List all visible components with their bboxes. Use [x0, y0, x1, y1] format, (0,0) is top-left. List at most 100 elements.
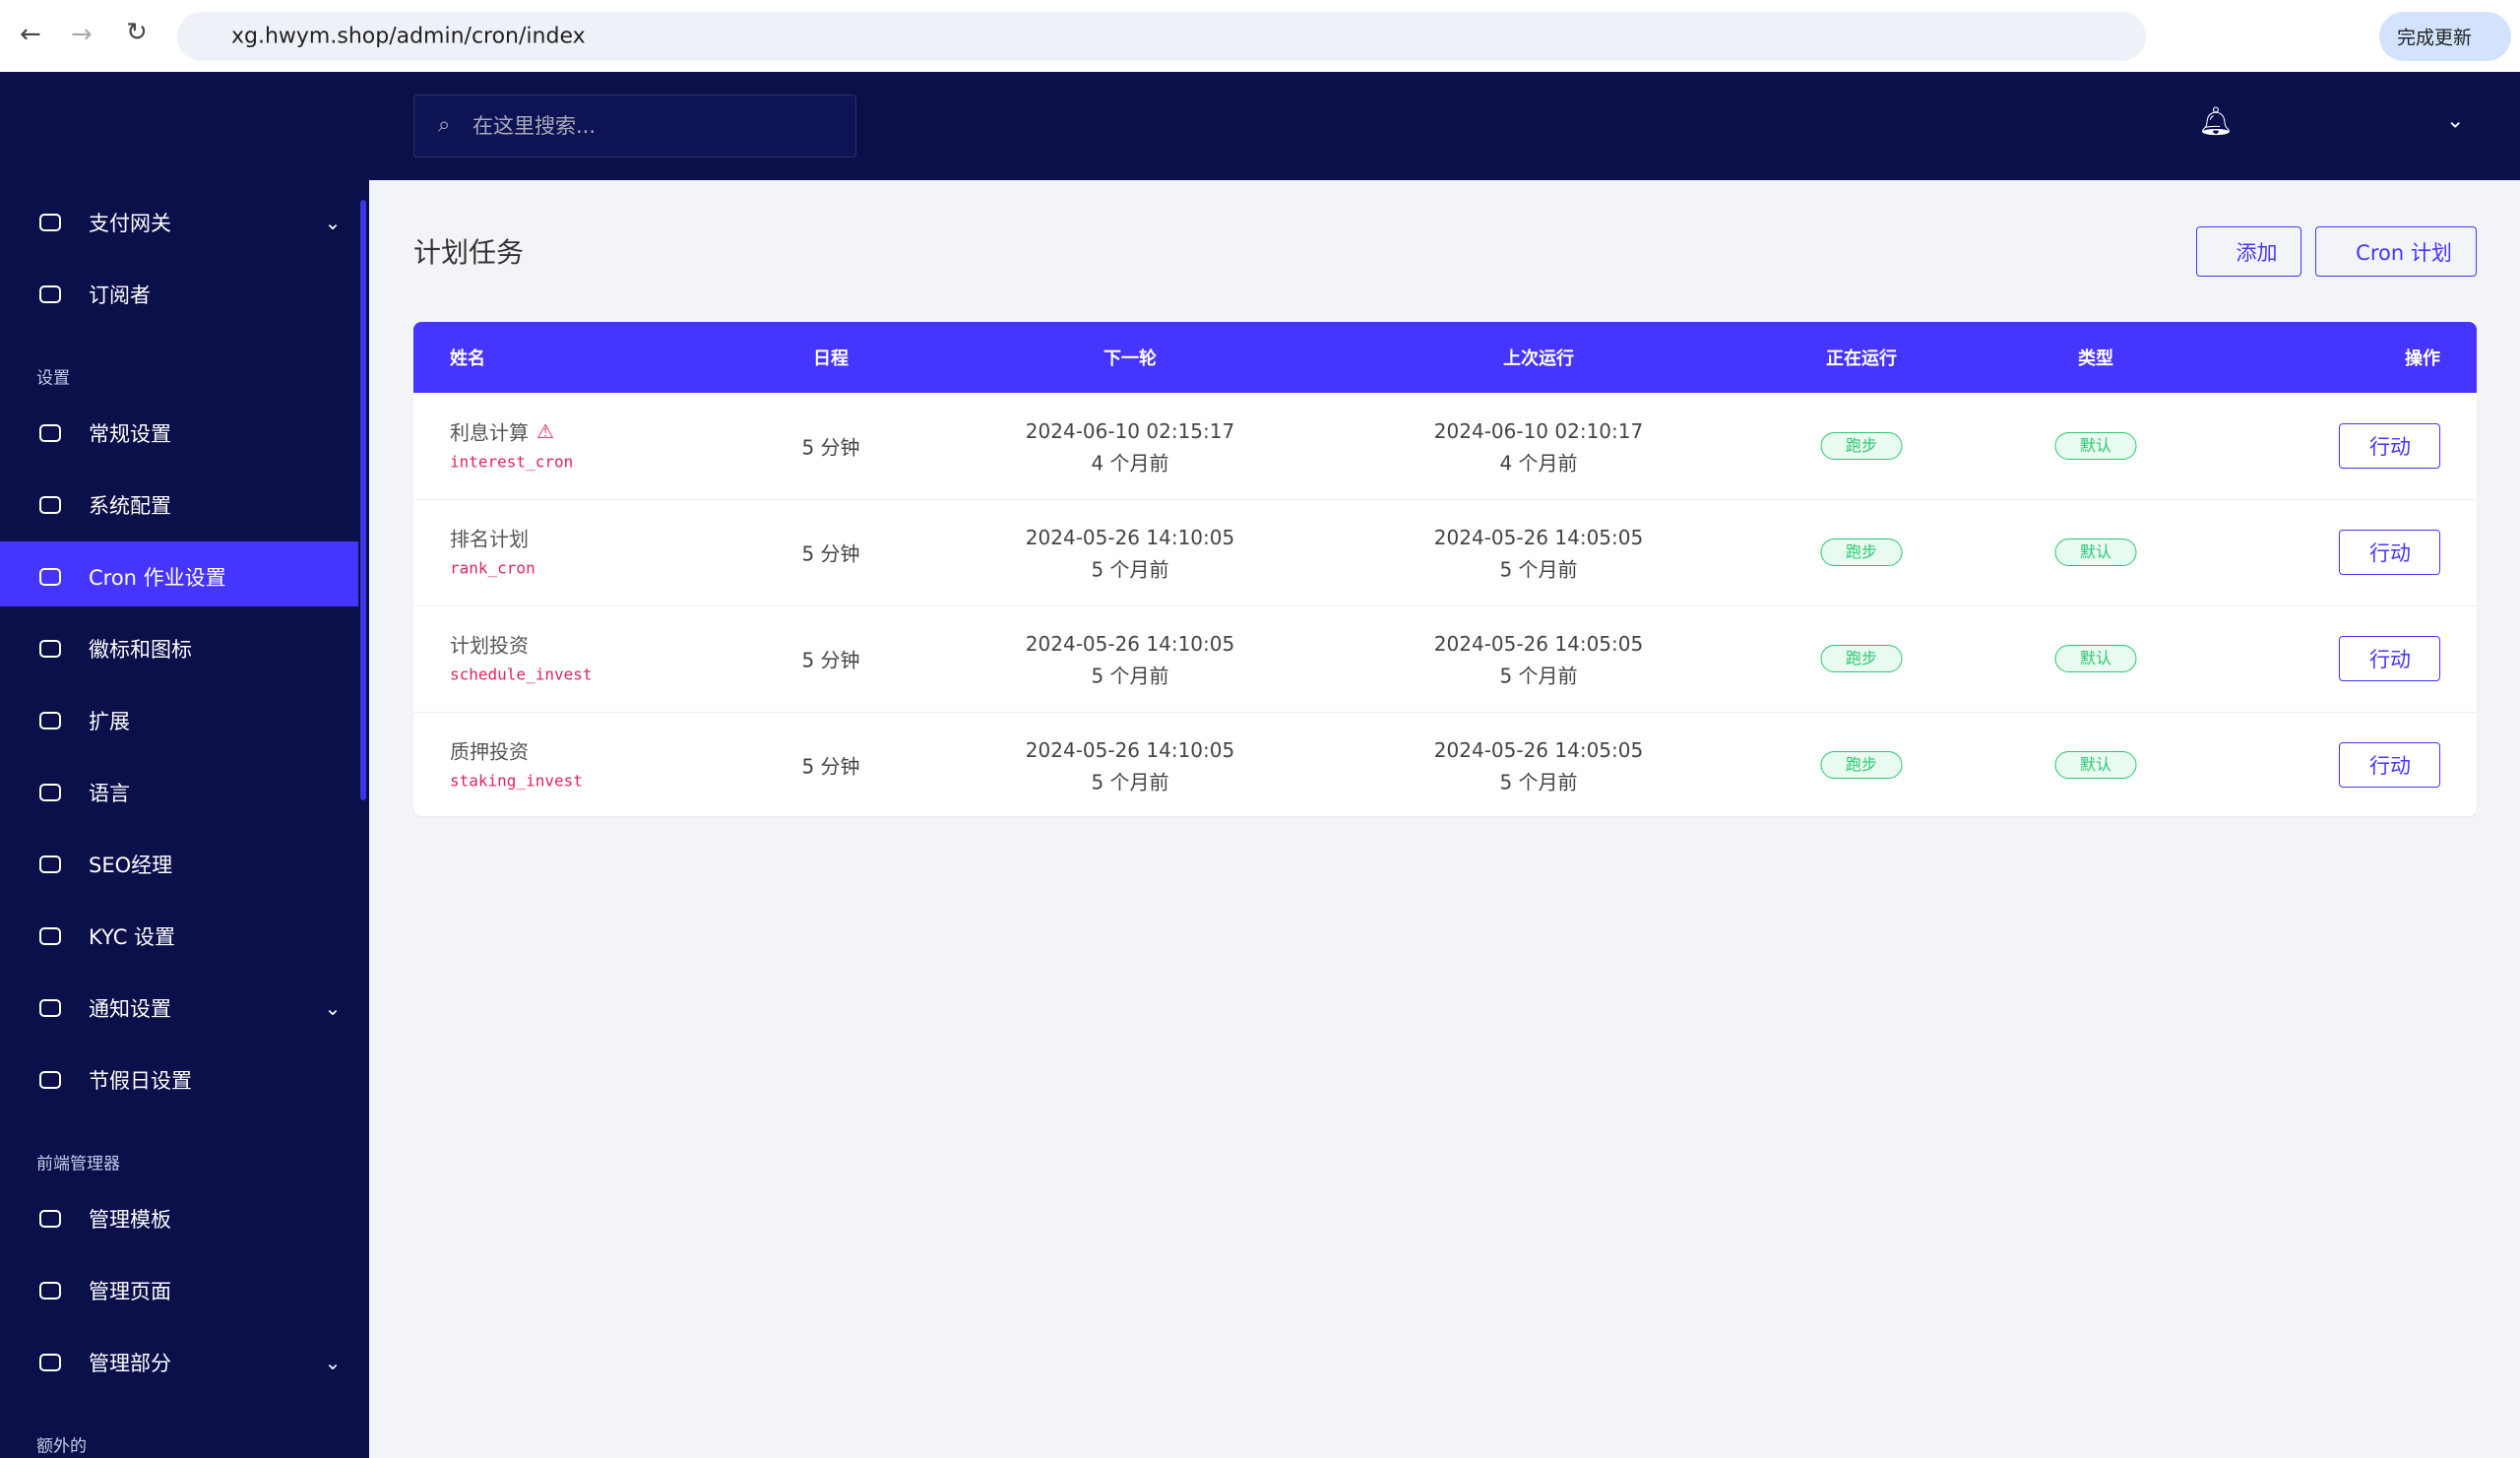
- schedule: 5 分钟: [801, 435, 860, 460]
- sidebar-icon: [39, 856, 61, 873]
- warning-icon: ⚠: [536, 419, 554, 443]
- status-badge: 默认: [2054, 432, 2137, 460]
- task-code: staking_invest: [450, 771, 583, 791]
- action-button[interactable]: [2339, 530, 2440, 575]
- search-icon: ⌕: [438, 112, 451, 138]
- dropdown-arrow: ⌄: [324, 1351, 342, 1374]
- sidebar-item[interactable]: 管理部分: [89, 1352, 171, 1375]
- dropdown-arrow: ⌄: [324, 996, 342, 1020]
- address-bar[interactable]: [177, 12, 2146, 61]
- run-ago: 5 个月前: [1091, 664, 1169, 688]
- column-header: 姓名: [450, 349, 485, 369]
- run-time: 2024-05-26 14:05:05: [1433, 526, 1644, 549]
- button-label: Cron 计划: [2356, 241, 2452, 265]
- sidebar-icon: [39, 1210, 61, 1228]
- run-time: 2024-06-10 02:10:17: [1433, 419, 1644, 443]
- status-badge: 跑步: [1820, 432, 1903, 460]
- sidebar-icon: [39, 712, 61, 729]
- profile-menu[interactable]: ⌄: [2446, 108, 2465, 134]
- column-header: 正在运行: [1826, 349, 1897, 369]
- column-header: 操作: [2405, 349, 2440, 369]
- sidebar-item[interactable]: 语言: [89, 782, 130, 805]
- sidebar-item[interactable]: KYC 设置: [89, 925, 176, 949]
- action-label: 行动: [2369, 435, 2411, 459]
- sidebar-item[interactable]: 常规设置: [89, 422, 171, 446]
- action-label: 行动: [2369, 541, 2411, 565]
- run-ago: 4 个月前: [1499, 451, 1578, 475]
- sidebar-section: 前端管理器: [36, 1154, 120, 1174]
- run-time: 2024-05-26 14:05:05: [1433, 632, 1644, 656]
- status-badge: 跑步: [1820, 751, 1903, 779]
- run-time: 2024-05-26 14:10:05: [1025, 526, 1235, 549]
- sidebar-item[interactable]: 管理页面: [89, 1280, 171, 1303]
- sidebar-icon: [39, 1282, 61, 1300]
- table-header: [413, 322, 2477, 393]
- action-label: 行动: [2369, 648, 2411, 671]
- run-ago: 5 个月前: [1091, 770, 1169, 794]
- sidebar-item[interactable]: 徽标和图标: [89, 638, 192, 662]
- sidebar-item[interactable]: 通知设置: [89, 997, 171, 1021]
- sidebar-item[interactable]: SEO经理: [89, 854, 173, 877]
- action-button[interactable]: [2339, 742, 2440, 788]
- run-time: 2024-05-26 14:05:05: [1433, 738, 1644, 762]
- page-title: 计划任务: [413, 236, 525, 269]
- back-button[interactable]: ←: [20, 20, 41, 49]
- status-badge: 默认: [2054, 645, 2137, 672]
- sidebar-icon: [39, 214, 61, 231]
- action-button[interactable]: [2339, 636, 2440, 681]
- sidebar-icon: [39, 496, 61, 514]
- reload-button[interactable]: ↻: [126, 18, 148, 47]
- column-header: 日程: [813, 349, 849, 369]
- task-name: 计划投资: [450, 633, 529, 658]
- run-ago: 5 个月前: [1091, 557, 1169, 582]
- sidebar-item[interactable]: 管理模板: [89, 1208, 171, 1232]
- schedule: 5 分钟: [801, 754, 860, 779]
- sidebar-icon: [39, 568, 61, 586]
- sidebar-section: 额外的: [36, 1436, 87, 1457]
- sidebar-item[interactable]: 扩展: [89, 710, 130, 733]
- dropdown-arrow: ⌄: [324, 211, 342, 234]
- status-badge: 跑步: [1820, 539, 1903, 566]
- top-header: ⌕ 在这里搜索... 🔔︎ ⌄: [369, 72, 2520, 180]
- sidebar-icon: [39, 285, 61, 303]
- sidebar-icon: [39, 999, 61, 1017]
- sidebar-icon: [39, 640, 61, 658]
- update-button[interactable]: [2379, 12, 2511, 61]
- run-time: 2024-06-10 02:15:17: [1025, 419, 1235, 443]
- sidebar-icon: [39, 1354, 61, 1371]
- page-button[interactable]: [2196, 226, 2301, 277]
- row-divider: [413, 712, 2477, 713]
- run-time: 2024-05-26 14:10:05: [1025, 738, 1235, 762]
- sidebar-item[interactable]: 系统配置: [89, 494, 171, 518]
- sidebar-icon: [39, 784, 61, 801]
- column-header: 下一轮: [1103, 349, 1157, 369]
- button-label: 添加: [2236, 241, 2278, 265]
- status-badge: 默认: [2054, 539, 2137, 566]
- run-ago: 5 个月前: [1499, 664, 1578, 688]
- run-ago: 4 个月前: [1091, 451, 1169, 475]
- page-button[interactable]: [2315, 226, 2477, 277]
- search-box[interactable]: [413, 95, 856, 158]
- task-name: 利息计算: [450, 420, 529, 445]
- sidebar-item[interactable]: Cron 作业设置: [89, 566, 226, 590]
- sidebar-section: 设置: [36, 368, 70, 389]
- sidebar: [0, 72, 369, 1458]
- schedule: 5 分钟: [801, 541, 860, 566]
- sidebar-icon: [39, 927, 61, 945]
- scrollbar: [360, 200, 366, 800]
- status-badge: 默认: [2054, 751, 2137, 779]
- update-label: 完成更新: [2397, 27, 2473, 49]
- bell-icon[interactable]: 🔔︎: [2198, 104, 2234, 138]
- task-code: interest_cron: [450, 452, 574, 472]
- action-button[interactable]: [2339, 423, 2440, 469]
- sidebar-item[interactable]: 支付网关: [89, 212, 171, 235]
- task-code: schedule_invest: [450, 665, 593, 684]
- sidebar-item[interactable]: 订阅者: [89, 284, 151, 307]
- run-ago: 5 个月前: [1499, 770, 1578, 794]
- sidebar-icon: [39, 1071, 61, 1089]
- url: xg.hwym.shop/admin/cron/index: [231, 24, 586, 49]
- sidebar-icon: [39, 424, 61, 442]
- sidebar-item[interactable]: 节假日设置: [89, 1069, 192, 1093]
- task-name: 排名计划: [450, 527, 529, 551]
